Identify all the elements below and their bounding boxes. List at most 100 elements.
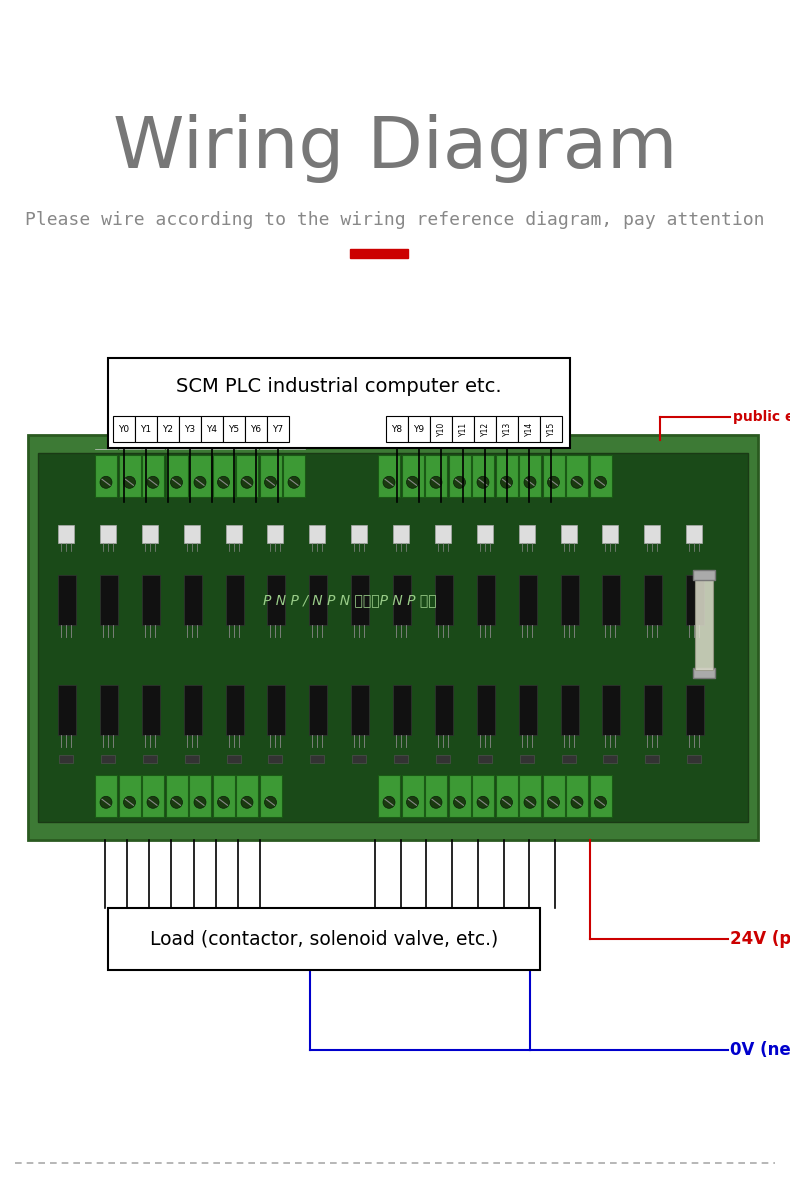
Text: Y13: Y13 bbox=[502, 422, 511, 436]
Bar bbox=[267, 525, 284, 543]
Circle shape bbox=[501, 477, 513, 489]
Text: Y8: Y8 bbox=[391, 424, 403, 434]
Circle shape bbox=[194, 796, 206, 808]
Bar bbox=[225, 525, 242, 543]
Bar bbox=[435, 685, 453, 735]
Bar bbox=[352, 755, 366, 762]
Bar bbox=[143, 755, 156, 762]
Bar bbox=[213, 776, 235, 817]
Bar bbox=[227, 755, 240, 762]
Bar bbox=[135, 416, 157, 442]
Text: Load (contactor, solenoid valve, etc.): Load (contactor, solenoid valve, etc.) bbox=[150, 930, 498, 949]
Text: Y6: Y6 bbox=[250, 424, 261, 434]
Bar bbox=[95, 776, 117, 817]
Text: Y11: Y11 bbox=[458, 422, 468, 436]
Bar bbox=[378, 455, 400, 497]
Bar bbox=[693, 570, 715, 580]
Bar bbox=[225, 685, 243, 735]
Bar bbox=[259, 776, 281, 817]
Bar bbox=[645, 575, 662, 625]
Text: 24V (positive): 24V (positive) bbox=[730, 930, 790, 948]
Circle shape bbox=[265, 477, 276, 489]
Text: Y7: Y7 bbox=[273, 424, 284, 434]
Bar bbox=[141, 575, 160, 625]
Bar bbox=[38, 453, 748, 822]
Bar bbox=[474, 416, 496, 442]
Circle shape bbox=[383, 477, 395, 489]
Bar bbox=[687, 575, 704, 625]
Bar bbox=[543, 776, 565, 817]
Bar bbox=[603, 525, 619, 543]
Bar bbox=[213, 455, 235, 497]
Bar bbox=[351, 575, 369, 625]
Bar bbox=[223, 416, 245, 442]
Bar bbox=[496, 416, 518, 442]
Bar bbox=[141, 525, 158, 543]
Bar bbox=[183, 685, 201, 735]
Bar bbox=[183, 525, 200, 543]
Text: Y10: Y10 bbox=[437, 422, 446, 436]
Bar bbox=[603, 575, 620, 625]
Text: Y3: Y3 bbox=[184, 424, 196, 434]
Bar bbox=[351, 525, 367, 543]
Text: Y0: Y0 bbox=[118, 424, 130, 434]
Circle shape bbox=[100, 796, 112, 808]
Bar bbox=[142, 776, 164, 817]
Bar bbox=[560, 575, 578, 625]
Bar bbox=[165, 776, 187, 817]
Bar bbox=[518, 525, 535, 543]
Bar bbox=[157, 416, 179, 442]
Bar bbox=[350, 249, 408, 258]
Bar bbox=[478, 755, 491, 762]
Circle shape bbox=[147, 796, 159, 808]
Bar bbox=[378, 776, 400, 817]
Bar bbox=[267, 685, 285, 735]
Bar bbox=[518, 685, 536, 735]
Bar bbox=[560, 685, 578, 735]
Circle shape bbox=[477, 477, 489, 489]
Bar bbox=[267, 416, 289, 442]
Bar bbox=[189, 776, 211, 817]
Bar bbox=[236, 776, 258, 817]
Bar bbox=[566, 455, 588, 497]
Bar bbox=[393, 685, 411, 735]
Bar bbox=[543, 455, 565, 497]
Circle shape bbox=[265, 796, 276, 808]
Bar bbox=[225, 575, 243, 625]
Bar bbox=[476, 685, 495, 735]
Bar bbox=[100, 525, 116, 543]
Bar bbox=[449, 776, 471, 817]
Bar bbox=[401, 455, 423, 497]
Bar bbox=[58, 575, 76, 625]
Bar bbox=[693, 668, 715, 678]
Bar bbox=[309, 575, 327, 625]
Circle shape bbox=[241, 477, 253, 489]
Bar bbox=[108, 358, 570, 448]
Bar bbox=[108, 908, 540, 970]
Bar bbox=[59, 755, 73, 762]
Bar bbox=[645, 525, 660, 543]
Bar bbox=[179, 416, 201, 442]
Bar bbox=[351, 685, 369, 735]
Bar bbox=[185, 755, 198, 762]
Bar bbox=[269, 755, 282, 762]
Circle shape bbox=[171, 796, 182, 808]
Circle shape bbox=[100, 477, 112, 489]
Circle shape bbox=[194, 477, 206, 489]
Bar bbox=[430, 416, 452, 442]
Circle shape bbox=[407, 477, 419, 489]
Text: P N P / N P N 输入，P N P 输出: P N P / N P N 输入，P N P 输出 bbox=[263, 593, 437, 607]
Bar bbox=[425, 455, 447, 497]
Bar bbox=[435, 575, 453, 625]
Bar bbox=[472, 776, 494, 817]
Bar bbox=[518, 416, 540, 442]
Text: Y12: Y12 bbox=[480, 422, 490, 436]
Circle shape bbox=[123, 477, 136, 489]
Bar bbox=[562, 755, 575, 762]
Circle shape bbox=[524, 477, 536, 489]
Bar bbox=[449, 455, 471, 497]
Bar bbox=[687, 525, 702, 543]
Bar bbox=[645, 755, 659, 762]
Circle shape bbox=[571, 796, 583, 808]
Text: public end: public end bbox=[733, 410, 790, 424]
